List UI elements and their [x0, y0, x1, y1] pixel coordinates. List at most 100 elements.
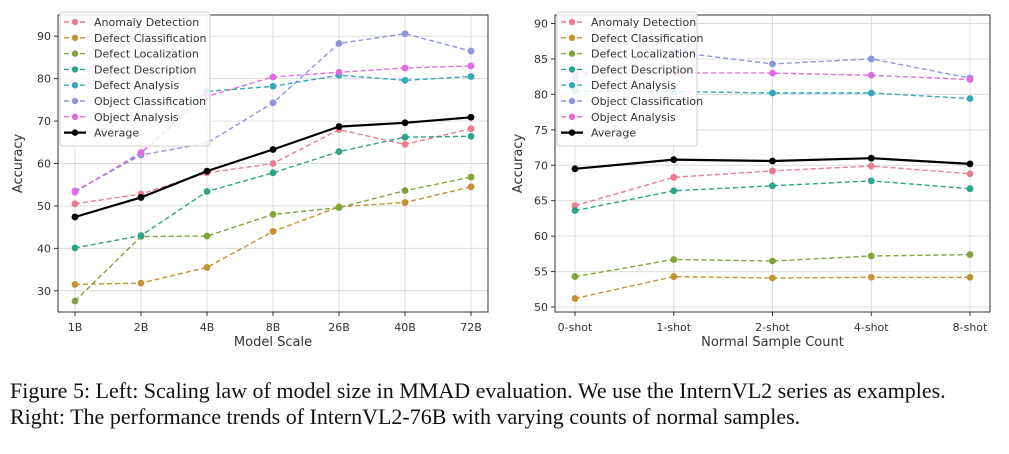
data-point — [769, 182, 776, 190]
x-tick-label: 1B — [68, 321, 83, 334]
data-point — [867, 55, 875, 63]
legend-entry: Defect Description — [591, 63, 693, 76]
series-defect-localization — [571, 251, 974, 280]
data-point — [867, 71, 875, 79]
legend-swatch-marker — [71, 34, 79, 41]
y-tick-label: 85 — [534, 53, 548, 66]
legend-entry: Anomaly Detection — [591, 16, 696, 29]
legend-box — [556, 11, 698, 147]
legend-swatch-marker — [71, 113, 79, 121]
y-tick-label: 90 — [37, 30, 51, 43]
x-tick-label: 8B — [266, 321, 281, 334]
data-point — [966, 160, 974, 168]
y-tick-label: 50 — [37, 200, 51, 213]
data-point — [571, 165, 579, 173]
legend-swatch-marker — [71, 66, 79, 73]
legend-entry: Defect Description — [94, 63, 196, 76]
y-tick-label: 70 — [37, 115, 51, 128]
data-point — [670, 173, 678, 181]
series-anomaly-detection — [571, 162, 974, 210]
data-point — [769, 60, 776, 68]
data-point — [335, 68, 343, 76]
data-point — [137, 194, 145, 201]
data-point — [335, 40, 343, 47]
data-point — [335, 204, 343, 212]
data-point — [269, 73, 277, 81]
data-point — [467, 113, 475, 121]
legend-entry: Object Analysis — [94, 111, 179, 124]
legend-swatch-marker — [71, 82, 79, 89]
legend-swatch-marker — [568, 66, 576, 73]
y-axis-label: Accuracy — [511, 134, 526, 194]
legend-box — [59, 11, 211, 147]
data-point — [401, 64, 409, 72]
data-point — [966, 251, 974, 258]
legend-entry: Defect Classification — [94, 32, 207, 45]
series-object-analysis — [71, 62, 475, 196]
series-average — [71, 113, 475, 221]
series-defect-classification — [571, 273, 974, 302]
data-point — [269, 160, 277, 167]
legend-swatch-marker — [568, 34, 576, 41]
data-point — [571, 202, 579, 210]
data-point — [269, 82, 277, 90]
data-point — [203, 264, 211, 271]
data-point — [670, 273, 678, 280]
y-tick-label: 40 — [37, 242, 51, 255]
y-tick-label: 50 — [534, 301, 548, 314]
data-point — [203, 188, 211, 195]
data-point — [769, 274, 776, 282]
y-tick-label: 80 — [534, 88, 548, 101]
data-point — [867, 154, 875, 162]
data-point — [769, 157, 776, 165]
legend-swatch-marker — [568, 97, 576, 105]
data-point — [769, 89, 776, 97]
x-tick-label: 2-shot — [755, 321, 790, 334]
data-point — [401, 119, 409, 127]
data-point — [269, 227, 277, 235]
data-point — [966, 95, 974, 103]
series-line — [574, 253, 971, 278]
data-point — [966, 170, 974, 178]
y-tick-label: 60 — [534, 230, 548, 243]
data-point — [269, 211, 277, 218]
data-point — [137, 279, 145, 287]
legend-swatch-marker — [71, 129, 79, 136]
legend-entry: Average — [94, 127, 139, 140]
data-point — [571, 207, 579, 215]
series-line — [574, 275, 970, 300]
data-point — [401, 141, 409, 148]
data-point — [467, 47, 475, 55]
x-tick-label: 1-shot — [656, 321, 691, 334]
data-point — [401, 76, 409, 84]
legend: Anomaly Detection Defect Classification De… — [556, 11, 704, 147]
data-point — [867, 89, 875, 97]
x-tick-label: 8-shot — [953, 321, 988, 334]
data-point — [867, 273, 875, 281]
y-tick-label: 80 — [37, 73, 51, 86]
data-point — [71, 244, 79, 252]
data-point — [670, 256, 678, 263]
y-tick-label: 70 — [534, 159, 548, 172]
x-axis-label: Model Scale — [234, 335, 312, 350]
legend-entry: Defect Analysis — [94, 79, 179, 92]
legend-swatch-marker — [568, 113, 576, 121]
legend-swatch-marker — [568, 129, 576, 136]
data-point — [467, 173, 475, 181]
legend-swatch-marker — [71, 97, 79, 105]
data-point — [670, 156, 678, 164]
data-point — [71, 200, 79, 208]
data-point — [137, 232, 145, 240]
legend-swatch-marker — [71, 50, 79, 57]
data-point — [467, 132, 475, 140]
data-point — [401, 133, 409, 141]
data-point — [71, 188, 79, 196]
data-point — [71, 281, 79, 288]
data-point — [203, 167, 211, 175]
data-point — [966, 76, 974, 83]
data-point — [269, 169, 277, 177]
x-tick-label: 40B — [394, 321, 416, 334]
data-point — [467, 125, 475, 133]
y-tick-label: 90 — [534, 18, 548, 31]
